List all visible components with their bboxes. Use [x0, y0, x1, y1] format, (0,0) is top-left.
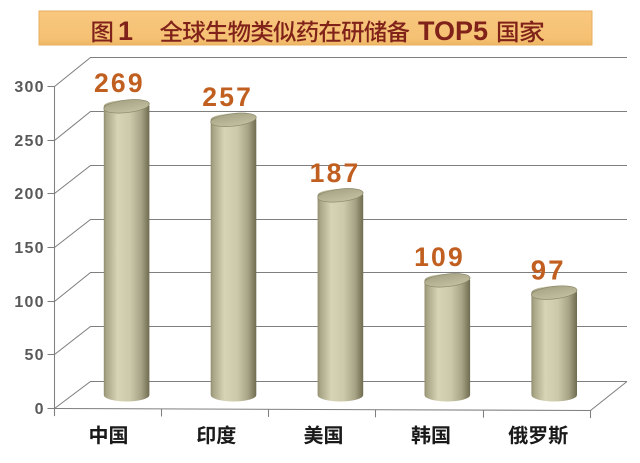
svg-text:100: 100: [14, 294, 44, 311]
svg-text:50: 50: [24, 347, 44, 364]
svg-text:250: 250: [14, 133, 44, 150]
svg-text:1: 1: [118, 16, 133, 46]
svg-text:187: 187: [310, 158, 361, 188]
svg-text:257: 257: [202, 82, 253, 112]
svg-text:0: 0: [35, 401, 45, 418]
svg-text:300: 300: [14, 79, 44, 96]
svg-text:200: 200: [14, 186, 44, 203]
svg-text:97: 97: [531, 254, 566, 285]
svg-text:109: 109: [414, 242, 465, 272]
svg-text:TOP5: TOP5: [418, 16, 488, 46]
svg-text:150: 150: [14, 240, 44, 257]
svg-text:269: 269: [94, 68, 145, 98]
